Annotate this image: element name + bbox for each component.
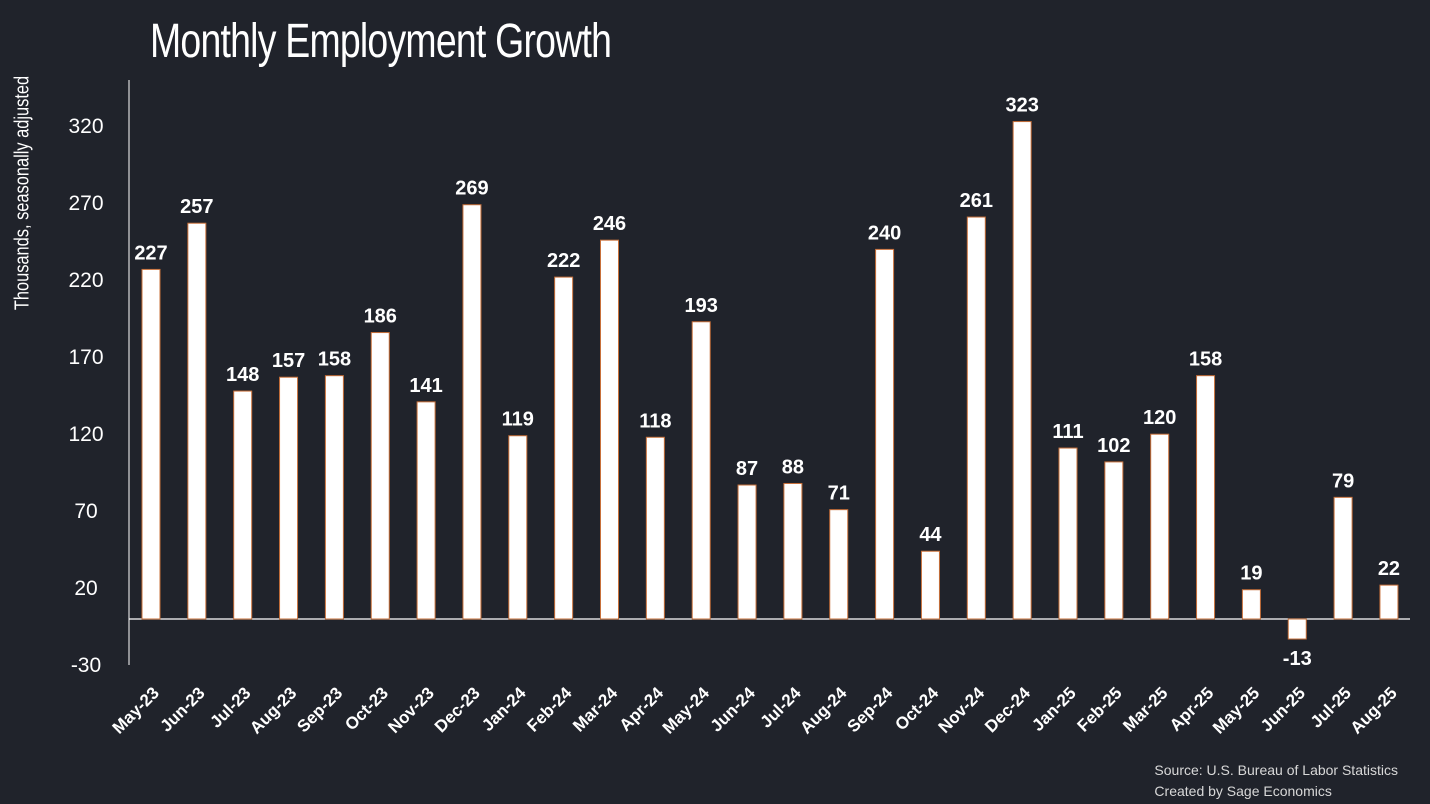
data-label: 269	[455, 178, 488, 200]
data-label: 148	[226, 364, 259, 386]
x-tick-label: Mar-24	[569, 683, 622, 736]
bar	[1287, 618, 1307, 640]
x-tick-label: Feb-25	[1073, 683, 1125, 735]
bar	[1012, 121, 1032, 620]
x-tick-label: Mar-25	[1119, 683, 1171, 735]
axes: -30 20 70 120 170 220 270 320	[68, 80, 1410, 677]
data-label: 119	[502, 409, 534, 431]
x-tick-label: Aug-25	[1347, 683, 1401, 737]
x-tick-label: Jun-24	[707, 683, 760, 736]
data-label: 158	[318, 349, 351, 371]
y-tick-label: 170	[68, 346, 103, 369]
data-label: 158	[1189, 349, 1222, 371]
bar	[141, 268, 161, 620]
bar	[1196, 375, 1216, 620]
data-label: 257	[180, 196, 213, 218]
bar	[920, 550, 940, 620]
credit-text: Created by Sage Economics	[1154, 783, 1332, 799]
y-tick-label: -30	[71, 654, 101, 677]
x-tick-label: Dec-24	[981, 683, 1034, 736]
bar	[783, 482, 803, 620]
x-tick-label: Jan-25	[1028, 683, 1080, 735]
x-tick-label: Aug-24	[796, 683, 851, 738]
bar	[233, 390, 253, 620]
x-tick-label: Oct-24	[891, 683, 942, 734]
y-tick-label: 220	[68, 269, 103, 292]
bar	[1104, 461, 1124, 620]
data-label: -13	[1283, 648, 1312, 670]
data-label: 186	[364, 306, 397, 328]
bar	[645, 436, 665, 620]
x-tick-label: Apr-24	[616, 683, 668, 735]
x-tick-label: Jun-25	[1257, 683, 1309, 735]
bars	[141, 121, 1399, 640]
bar	[691, 321, 711, 620]
chart-title: Monthly Employment Growth	[150, 15, 612, 68]
x-tick-label: Sep-24	[844, 683, 897, 736]
x-tick-label: May-23	[109, 683, 163, 737]
bar	[600, 239, 619, 620]
data-label: 88	[782, 456, 804, 478]
bar	[187, 222, 207, 620]
data-label: 44	[919, 524, 942, 546]
data-label: 79	[1332, 470, 1354, 492]
data-label: 323	[1005, 95, 1038, 117]
x-tick-label: Nov-23	[384, 683, 438, 737]
y-tick-label: 20	[74, 577, 97, 600]
data-label: 87	[736, 458, 758, 480]
data-label: 222	[547, 250, 580, 272]
data-label: 71	[828, 483, 850, 505]
bar	[416, 401, 436, 620]
data-label: 120	[1143, 407, 1176, 429]
bar	[875, 248, 895, 620]
bar	[829, 509, 849, 620]
x-tick-label: Nov-24	[935, 683, 989, 737]
data-label: 111	[1052, 421, 1083, 443]
y-tick-label: 120	[68, 423, 103, 446]
x-tick-label: Sep-23	[293, 683, 346, 736]
y-tick-label: 270	[68, 192, 103, 215]
source-text: Source: U.S. Bureau of Labor Statistics	[1154, 762, 1398, 778]
data-label: 118	[639, 410, 671, 432]
bar	[1333, 496, 1353, 620]
bar	[1241, 589, 1261, 620]
x-tick-label: Oct-23	[341, 683, 392, 734]
bar	[1379, 584, 1399, 620]
x-tick-label: Feb-24	[523, 683, 576, 736]
data-label: 246	[593, 213, 626, 235]
data-label: 227	[134, 242, 167, 264]
bar	[370, 332, 390, 620]
x-tick-label: Jun-23	[156, 683, 208, 735]
y-tick-label: 320	[68, 115, 103, 138]
bar	[737, 484, 757, 620]
bar	[279, 376, 299, 620]
bar	[1150, 433, 1170, 620]
data-label: 141	[409, 375, 442, 397]
bar	[324, 375, 344, 620]
data-label: 240	[868, 222, 901, 244]
source-note: Source: U.S. Bureau of Labor Statistics …	[1154, 760, 1398, 802]
data-label: 157	[272, 350, 305, 372]
data-label: 22	[1378, 558, 1400, 580]
bar	[462, 204, 482, 620]
bar	[1058, 447, 1078, 620]
x-tick-label: Apr-25	[1166, 683, 1218, 735]
bar	[508, 435, 528, 620]
y-tick-label: 70	[74, 500, 97, 523]
data-label: 102	[1097, 435, 1130, 457]
data-label: 193	[685, 295, 718, 317]
data-label: 19	[1240, 563, 1262, 585]
bar	[554, 276, 574, 620]
data-label: 261	[960, 190, 993, 212]
x-tick-label: Aug-23	[246, 683, 300, 737]
x-tick-label: Dec-23	[431, 683, 484, 736]
x-tick-label: May-25	[1209, 683, 1263, 737]
x-tick-label: Jan-24	[478, 683, 530, 735]
bar	[966, 216, 986, 620]
x-tick-label: May-24	[659, 683, 714, 738]
